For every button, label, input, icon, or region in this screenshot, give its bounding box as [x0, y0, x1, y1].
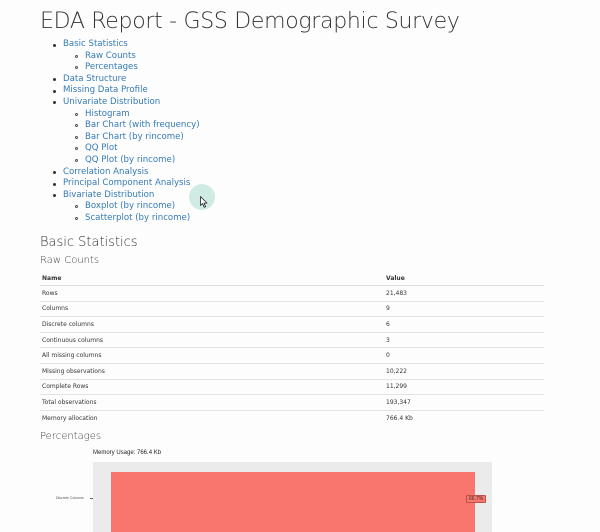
- subsection-heading-percentages: Percentages: [40, 431, 102, 442]
- chart-bar-value-label: 66.7%: [466, 495, 487, 503]
- toc-link-histogram[interactable]: Histogram: [85, 108, 130, 119]
- toc-link-bar-chart-rincome[interactable]: Bar Chart (by rincome): [85, 131, 184, 142]
- row-value: 3: [384, 332, 544, 349]
- toc-link-raw-counts[interactable]: Raw Counts: [85, 50, 136, 61]
- table-row: Memory allocation 766.4 Kb: [40, 410, 544, 425]
- table-row: All missing columns 0: [40, 347, 544, 364]
- toc-link-basic-statistics[interactable]: Basic Statistics: [63, 39, 128, 49]
- toc-link-univariate-distribution[interactable]: Univariate Distribution: [63, 96, 161, 107]
- table-row: Total observations 193,347: [40, 394, 544, 411]
- row-name: Total observations: [40, 394, 384, 411]
- toc-item[interactable]: Boxplot (by rincome): [38, 201, 200, 213]
- chart-y-tick: [90, 498, 93, 499]
- toc-item[interactable]: Missing Data Profile: [38, 85, 200, 97]
- toc-link-percentages[interactable]: Percentages: [85, 62, 138, 73]
- row-name: All missing columns: [40, 347, 384, 364]
- toc-item[interactable]: Bar Chart (by rincome): [38, 132, 200, 144]
- toc-link-pca[interactable]: Principal Component Analysis: [63, 178, 191, 189]
- toc-link-data-structure[interactable]: Data Structure: [63, 73, 127, 84]
- toc-item[interactable]: Correlation Analysis: [38, 167, 200, 179]
- toc-link-bivariate-distribution[interactable]: Bivariate Distribution: [63, 189, 155, 200]
- row-value: 766.4 Kb: [386, 414, 413, 422]
- toc-item[interactable]: Histogram: [38, 109, 200, 121]
- chart-plot-panel: [93, 462, 492, 532]
- row-name: Columns: [40, 301, 384, 318]
- toc-item[interactable]: Univariate Distribution: [38, 97, 200, 109]
- toc-link-missing-data-profile[interactable]: Missing Data Profile: [63, 85, 148, 96]
- raw-counts-table: Name Value Rows 21,483 Columns 9 Discrete …: [40, 272, 544, 425]
- toc-link-bar-chart-frequency[interactable]: Bar Chart (with frequency): [85, 120, 200, 131]
- table-row: Complete Rows 11,299: [40, 379, 544, 396]
- toc-item[interactable]: Data Structure: [38, 74, 200, 86]
- toc-link-correlation-analysis[interactable]: Correlation Analysis: [63, 166, 149, 177]
- toc-link-boxplot-rincome[interactable]: Boxplot (by rincome): [85, 201, 176, 212]
- row-value: 21,483: [384, 285, 544, 302]
- toc-link-qq-plot[interactable]: QQ Plot: [85, 143, 118, 154]
- row-name: Memory allocation: [42, 414, 98, 422]
- row-value: 10,222: [384, 363, 544, 380]
- table-row: Rows 21,483: [40, 285, 544, 302]
- toc-item[interactable]: Bar Chart (with frequency): [38, 120, 200, 132]
- row-name: Discrete columns: [40, 316, 384, 333]
- table-row: Discrete columns 6: [40, 316, 544, 333]
- row-value: 6: [384, 316, 544, 333]
- table-header-row: Name Value: [40, 272, 544, 286]
- section-heading-basic-statistics: Basic Statistics: [40, 235, 138, 250]
- row-name: Missing observations: [40, 363, 384, 380]
- chart-bar-discrete-columns: [111, 472, 475, 532]
- toc-link-qq-plot-rincome[interactable]: QQ Plot (by rincome): [85, 154, 176, 165]
- row-value: 11,299: [384, 379, 544, 396]
- mouse-pointer-icon: [200, 193, 208, 212]
- table-of-contents: Basic Statistics Raw Counts Percentages …: [38, 39, 200, 225]
- row-value: 193,347: [384, 394, 544, 411]
- toc-item[interactable]: Raw Counts: [38, 51, 200, 63]
- toc-item[interactable]: QQ Plot: [38, 143, 200, 155]
- row-name: Continuous columns: [40, 332, 384, 349]
- toc-link-scatterplot-rincome[interactable]: Scatterplot (by rincome): [85, 212, 191, 223]
- row-value: 0: [384, 347, 544, 364]
- chart-title: Memory Usage: 766.4 Kb: [93, 450, 162, 456]
- table-row: Columns 9: [40, 301, 544, 318]
- row-name: Complete Rows: [40, 379, 384, 396]
- toc-item[interactable]: Principal Component Analysis: [38, 178, 200, 190]
- subsection-heading-raw-counts: Raw Counts: [40, 255, 100, 266]
- table-row: Continuous columns 3: [40, 332, 544, 349]
- row-value: 9: [384, 301, 544, 318]
- toc-item[interactable]: Basic Statistics: [38, 39, 200, 51]
- column-header-name: Name: [40, 272, 384, 286]
- column-header-value: Value: [384, 272, 544, 286]
- page-title: EDA Report - GSS Demographic Survey: [40, 9, 460, 34]
- toc-item[interactable]: QQ Plot (by rincome): [38, 155, 200, 167]
- table-row: Missing observations 10,222: [40, 363, 544, 380]
- toc-item[interactable]: Bivariate Distribution: [38, 190, 200, 202]
- toc-item[interactable]: Scatterplot (by rincome): [38, 213, 200, 225]
- chart-y-tick-label: Discrete Columns: [56, 496, 84, 500]
- cursor-click-highlight: [189, 184, 215, 210]
- memory-usage-chart: Memory Usage: 766.4 Kb: [0, 448, 600, 532]
- row-name: Rows: [40, 285, 384, 302]
- toc-item[interactable]: Percentages: [38, 62, 200, 74]
